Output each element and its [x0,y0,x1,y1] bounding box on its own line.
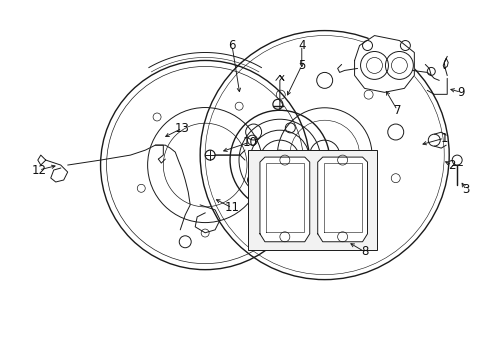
Polygon shape [260,157,309,242]
Text: 4: 4 [297,39,305,52]
Text: 7: 7 [393,104,400,117]
Polygon shape [317,157,367,242]
Text: 5: 5 [298,59,305,72]
Text: 10: 10 [242,136,257,149]
Text: 9: 9 [456,86,464,99]
Text: 6: 6 [228,39,235,52]
Text: 2: 2 [447,158,455,172]
Text: 8: 8 [360,245,367,258]
Text: 3: 3 [462,184,469,197]
Text: 1: 1 [440,132,447,145]
Text: 13: 13 [174,122,189,135]
Text: 11: 11 [224,201,239,215]
Bar [247,150,377,250]
Text: 12: 12 [31,163,46,176]
Polygon shape [354,36,413,92]
